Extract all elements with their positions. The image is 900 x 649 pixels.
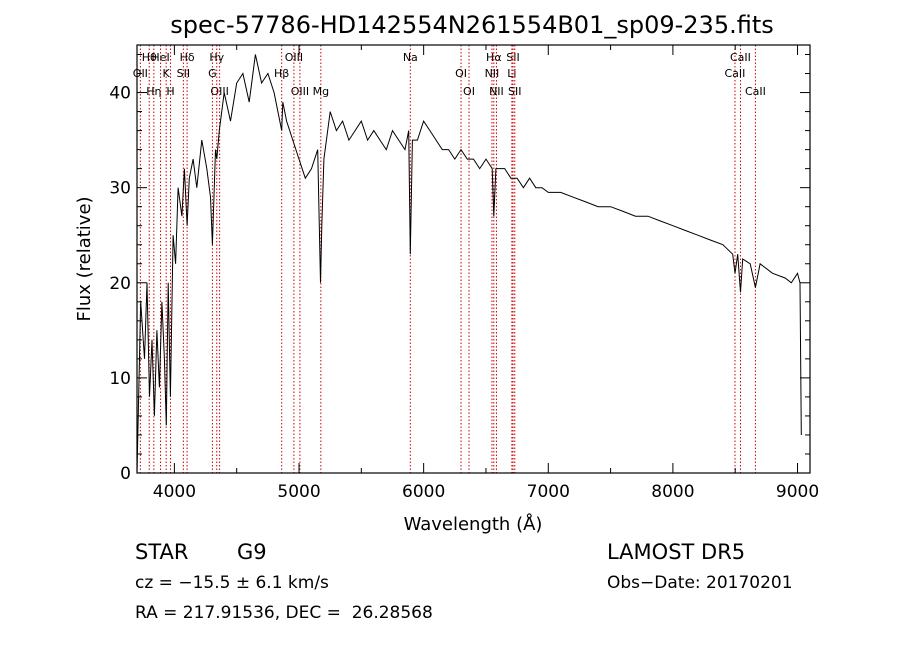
survey-label: LAMOST DR5	[607, 540, 746, 564]
subclass-label: G9	[237, 540, 267, 564]
spectral-line-label: CaII	[745, 85, 766, 98]
spectral-line-label: OIII	[285, 51, 303, 64]
spectral-line-label: OIII	[291, 85, 309, 98]
x-tick-label: 9000	[776, 482, 819, 502]
y-tick-label: 30	[109, 179, 131, 199]
spectral-line-label: H	[166, 85, 174, 98]
spectral-line-label: Hγ	[209, 51, 224, 64]
spectral-line-label: OIII	[210, 85, 228, 98]
spectral-line-label: NII	[485, 67, 500, 80]
spectral-line-markers: HθOIIHηHeIKHHδSIIOIIIHγGOIIIOIIIHβMgNaOI…	[133, 45, 766, 473]
spectral-line-label: SII	[177, 67, 190, 80]
axis-ticks: 4000 5000 6000 7000 8000 9000 0 10 20 30 40	[109, 45, 819, 502]
chart-title: spec-57786-HD142554N261554B01_sp09-235.f…	[170, 11, 774, 39]
spectral-line-label: Li	[507, 67, 516, 80]
x-tick-label: 4000	[153, 482, 196, 502]
spectral-line-label: CaII	[725, 67, 746, 80]
y-tick-label: 0	[120, 464, 131, 484]
spectral-line-label: Mg	[313, 85, 329, 98]
spectral-line-label: OI	[455, 67, 467, 80]
spectral-line-label: K	[163, 67, 171, 80]
spectral-line-label: NII	[489, 85, 504, 98]
x-axis-label: Wavelength (Å)	[404, 513, 543, 535]
y-axis-label: Flux (relative)	[74, 196, 95, 321]
x-tick-label: 7000	[527, 482, 570, 502]
spectral-line-label: G	[208, 67, 217, 80]
spectral-line-label: HeI	[151, 51, 169, 64]
x-tick-label: 5000	[277, 482, 320, 502]
spectral-line-label: OI	[463, 85, 475, 98]
obs-date-label: Obs−Date: 20170201	[607, 573, 793, 593]
y-tick-label: 10	[109, 369, 131, 389]
spectral-line-label: Hδ	[180, 51, 195, 64]
spectral-line-label: Hη	[146, 85, 161, 98]
y-tick-label: 40	[109, 84, 131, 104]
spectrum-line	[136, 54, 802, 474]
spectral-line-label: SII	[508, 85, 521, 98]
spectrum-series	[136, 54, 802, 474]
spectral-line-label: Hβ	[274, 67, 289, 80]
spectral-line-label: Hα	[486, 51, 502, 64]
plot-frame	[136, 44, 811, 474]
spectral-line-label: Hθ	[142, 51, 157, 64]
y-tick-label: 20	[109, 274, 131, 294]
spectral-line-label: SII	[506, 51, 519, 64]
class-label: STAR	[135, 540, 189, 564]
x-tick-label: 8000	[651, 482, 694, 502]
redshift-label: cz = −15.5 ± 6.1 km/s	[135, 573, 329, 593]
coordinates-label: RA = 217.91536, DEC = 26.28568	[135, 603, 433, 623]
x-tick-label: 6000	[402, 482, 445, 502]
spectral-line-label: Na	[403, 51, 418, 64]
spectral-line-label: CaII	[730, 51, 751, 64]
